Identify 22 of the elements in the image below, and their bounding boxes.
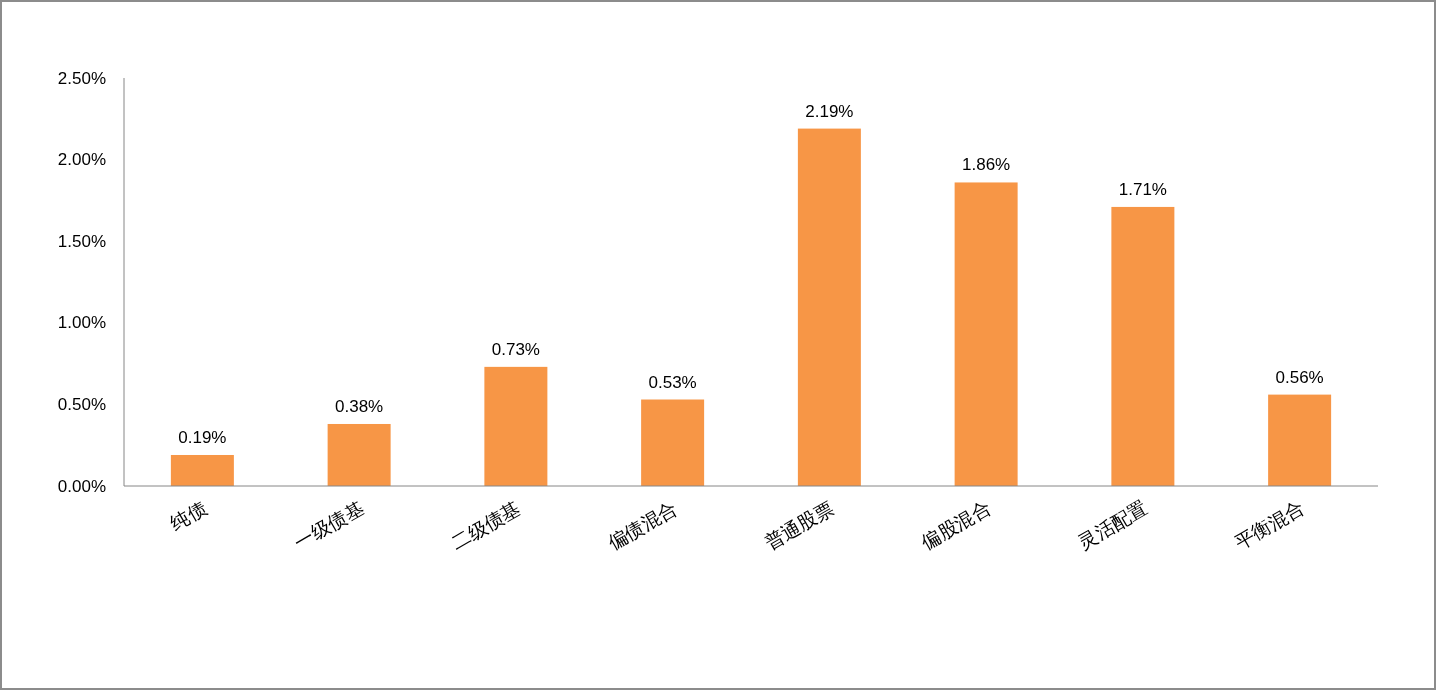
data-label: 2.19% xyxy=(805,101,854,121)
x-tick-label: 灵活配置 xyxy=(1074,497,1151,554)
y-tick-label: 2.50% xyxy=(57,68,106,88)
y-tick-label: 0.50% xyxy=(57,394,106,414)
x-tick-label: 偏债混合 xyxy=(604,497,681,554)
data-label: 1.71% xyxy=(1118,179,1167,199)
y-tick-label: 1.50% xyxy=(57,231,106,251)
x-tick-label: 普通股票 xyxy=(761,497,838,554)
y-tick-label: 0.00% xyxy=(57,476,106,496)
x-tick-label: 一级债基 xyxy=(290,497,368,554)
y-tick-label: 1.00% xyxy=(57,313,106,333)
x-tick-label: 平衡混合 xyxy=(1231,497,1308,554)
data-label: 0.73% xyxy=(491,339,540,359)
data-label: 0.56% xyxy=(1275,367,1324,387)
data-label: 0.53% xyxy=(648,372,697,392)
x-tick-label: 偏股混合 xyxy=(917,497,995,554)
x-tick-label: 纯债 xyxy=(166,497,211,535)
y-tick-label: 2.00% xyxy=(57,150,106,170)
data-label: 1.86% xyxy=(962,155,1011,175)
x-tick-label: 二级债基 xyxy=(447,497,524,554)
data-label: 0.38% xyxy=(335,396,384,416)
data-label: 0.19% xyxy=(178,427,227,447)
